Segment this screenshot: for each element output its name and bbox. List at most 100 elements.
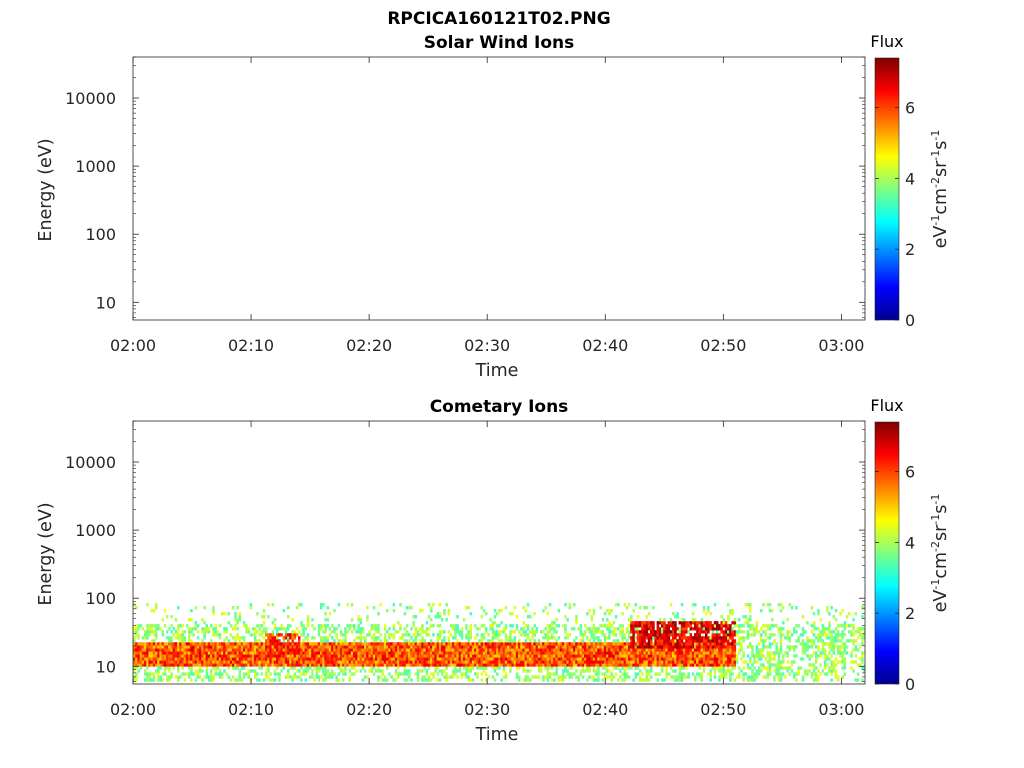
y-tick-label: 10000 <box>65 89 116 108</box>
heatmap-cell <box>161 630 165 634</box>
heatmap-cell <box>339 651 343 655</box>
heatmap-cell <box>694 618 697 622</box>
heatmap-cell <box>280 648 283 652</box>
heatmap-cell <box>784 666 787 670</box>
heatmap-cell <box>465 657 468 661</box>
heatmap-cell <box>504 648 508 652</box>
heatmap-cell <box>438 630 442 634</box>
heatmap-cell <box>698 633 701 637</box>
heatmap-cell <box>553 678 556 682</box>
heatmap-cell <box>339 642 343 646</box>
heatmap-cell <box>377 630 380 634</box>
heatmap-cell <box>733 633 737 637</box>
heatmap-cell <box>658 636 662 640</box>
heatmap-cell <box>819 636 822 640</box>
heatmap-cell <box>240 642 244 646</box>
heatmap-cell <box>383 657 387 661</box>
heatmap-cell <box>819 633 822 637</box>
heatmap-cell <box>300 663 303 667</box>
heatmap-cell <box>194 624 198 628</box>
colorbar-tick-label: 6 <box>905 463 915 482</box>
heatmap-cell <box>359 648 363 652</box>
heatmap-cell <box>850 639 853 643</box>
figure-title: RPCICA160121T02.PNG <box>387 9 610 29</box>
heatmap-cell <box>623 675 627 679</box>
heatmap-cell <box>524 654 528 658</box>
heatmap-cell <box>597 666 600 670</box>
heatmap-cell <box>155 603 158 607</box>
heatmap-cell <box>229 678 233 682</box>
heatmap-cell <box>245 672 248 676</box>
heatmap-cell <box>205 669 209 673</box>
heatmap-cell <box>324 639 327 643</box>
heatmap-cell <box>199 645 202 649</box>
heatmap-cell <box>698 657 701 661</box>
heatmap-cell <box>412 621 415 625</box>
heatmap-cell <box>350 654 354 658</box>
heatmap-cell <box>586 666 589 670</box>
heatmap-cell <box>408 654 411 658</box>
heatmap-cell <box>493 642 497 646</box>
heatmap-cell <box>608 651 611 655</box>
heatmap-cell <box>672 669 675 673</box>
heatmap-cell <box>694 603 697 607</box>
heatmap-cell <box>698 651 701 655</box>
heatmap-cell <box>254 636 257 640</box>
heatmap-cell <box>718 666 721 670</box>
heatmap-cell <box>168 645 171 649</box>
heatmap-cell <box>562 645 565 649</box>
heatmap-cell <box>731 657 734 661</box>
heatmap-cell <box>309 675 312 679</box>
heatmap-cell <box>689 621 693 625</box>
heatmap-cell <box>764 624 767 628</box>
heatmap-cell <box>386 651 389 655</box>
heatmap-cell <box>306 648 310 652</box>
heatmap-cell <box>392 636 396 640</box>
heatmap-cell <box>434 648 437 652</box>
heatmap-cell <box>817 669 820 673</box>
heatmap-cell <box>705 636 708 640</box>
heatmap-cell <box>577 648 580 652</box>
heatmap-cell <box>749 642 752 646</box>
heatmap-cell <box>436 654 440 658</box>
heatmap-cell <box>709 672 712 676</box>
heatmap-cell <box>205 651 209 655</box>
heatmap-cell <box>852 633 855 637</box>
heatmap-cell <box>421 675 424 679</box>
heatmap-cell <box>663 651 666 655</box>
heatmap-cell <box>608 675 611 679</box>
heatmap-cell <box>284 657 288 661</box>
heatmap-cell <box>408 663 411 667</box>
heatmap-cell <box>771 657 774 661</box>
heatmap-cell <box>854 678 858 682</box>
heatmap-cell <box>524 645 528 649</box>
heatmap-cell <box>685 642 688 646</box>
heatmap-cell <box>183 645 187 649</box>
heatmap-cell <box>416 645 420 649</box>
heatmap-cell <box>654 660 657 664</box>
heatmap-cell <box>676 645 679 649</box>
heatmap-cell <box>210 678 213 682</box>
heatmap-cell <box>390 642 393 646</box>
heatmap-cell <box>663 648 666 652</box>
heatmap-cell <box>408 639 411 643</box>
heatmap-cell <box>713 669 717 673</box>
heatmap-cell <box>852 618 855 622</box>
heatmap-cell <box>685 624 688 628</box>
heatmap-cell <box>287 669 290 673</box>
heatmap-cell <box>326 654 330 658</box>
heatmap-cell <box>322 657 325 661</box>
heatmap-cell <box>559 651 563 655</box>
heatmap-cell <box>672 660 675 664</box>
heatmap-cell <box>410 606 413 610</box>
heatmap-cell <box>575 663 578 667</box>
heatmap-cell <box>271 651 275 655</box>
heatmap-cell <box>713 645 717 649</box>
heatmap-cell <box>179 636 182 640</box>
heatmap-cell <box>612 657 616 661</box>
heatmap-cell <box>524 669 528 673</box>
heatmap-cell <box>469 624 473 628</box>
heatmap-cell <box>828 624 831 628</box>
heatmap-cell <box>632 636 635 640</box>
heatmap-cell <box>232 657 235 661</box>
